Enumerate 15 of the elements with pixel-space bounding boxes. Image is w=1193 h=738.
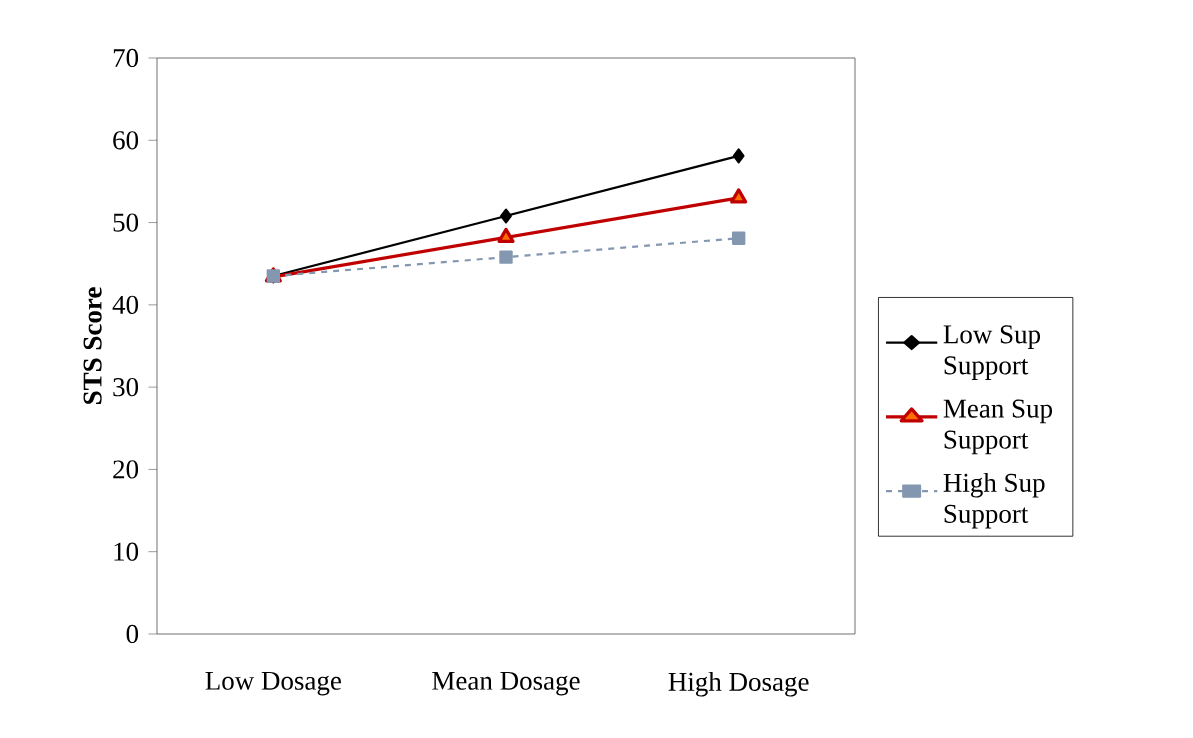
y-tick-label: 30	[113, 378, 139, 397]
legend-label: High Sup Support	[943, 472, 1045, 529]
x-tick-label: High Dosage	[668, 671, 809, 697]
x-tick-label: Mean Dosage	[432, 671, 580, 696]
y-tick-label: 60	[113, 131, 139, 150]
y-tick-label: 0	[126, 624, 139, 644]
legend-label: Low Sup Support	[943, 325, 1041, 380]
x-tick-label: Low Dosage	[205, 671, 341, 696]
y-tick-label: 70	[113, 48, 139, 68]
y-tick-label: 40	[112, 295, 139, 314]
y-tick-label: 20	[113, 460, 139, 479]
y-tick-label: 50	[113, 213, 139, 232]
y-axis-title: STS Score	[83, 287, 102, 404]
y-tick-label: 10	[114, 542, 139, 561]
legend-label: Mean Sup Support	[943, 399, 1053, 455]
